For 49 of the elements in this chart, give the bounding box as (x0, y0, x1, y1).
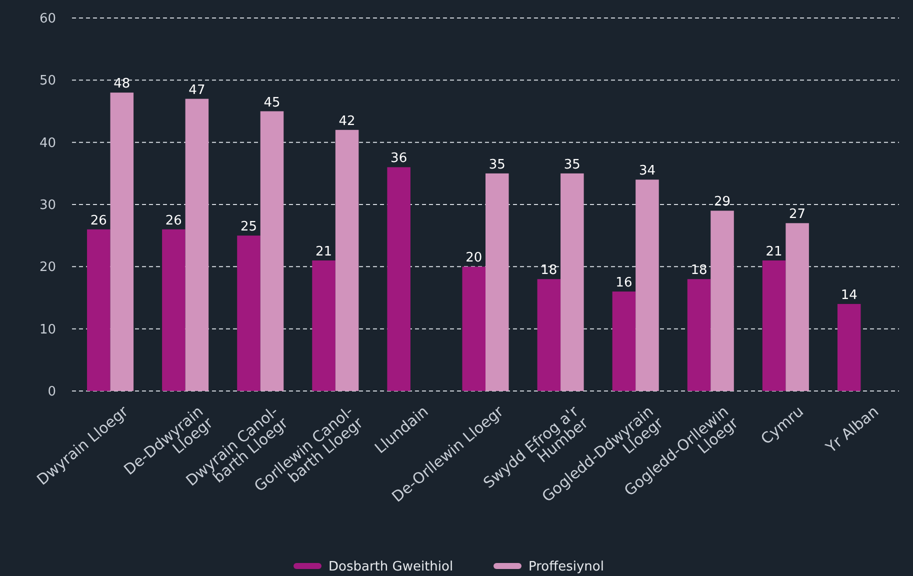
data-label: 26 (90, 213, 107, 228)
data-label: 16 (616, 276, 632, 291)
bar (612, 292, 636, 391)
data-label: 47 (188, 82, 206, 98)
data-label: 35 (564, 157, 580, 172)
data-label: 20 (466, 250, 482, 266)
data-label: 21 (316, 244, 332, 260)
data-label: 18 (540, 263, 558, 278)
bar (162, 229, 186, 391)
y-tick-label: 40 (39, 136, 56, 151)
bar (185, 98, 209, 391)
bar (837, 304, 861, 391)
data-label: 18 (690, 263, 708, 278)
data-label: 26 (165, 213, 182, 228)
bar (786, 223, 809, 391)
bar (335, 130, 359, 391)
data-label: 42 (338, 114, 356, 129)
y-tick-label: 0 (48, 384, 56, 400)
bar (560, 173, 584, 391)
bar (636, 180, 659, 391)
data-label: 48 (114, 76, 130, 92)
bar (312, 260, 336, 391)
data-label: 35 (488, 157, 506, 172)
y-tick-label: 50 (39, 74, 56, 89)
y-tick-label: 10 (39, 322, 56, 338)
bar (462, 266, 486, 391)
bar (237, 236, 260, 391)
bar (260, 111, 284, 391)
data-label: 36 (390, 151, 408, 166)
bar (710, 210, 734, 391)
bar (687, 279, 711, 391)
data-label: 45 (264, 95, 280, 110)
data-label: 27 (789, 207, 806, 222)
bar (110, 92, 134, 391)
bar (486, 173, 509, 391)
legend-label: Dosbarth Gweithiol (328, 560, 454, 575)
data-label: 25 (240, 220, 258, 235)
bar (387, 167, 410, 391)
bar (762, 260, 786, 391)
y-tick-label: 20 (39, 260, 56, 276)
y-tick-label: 60 (39, 12, 56, 27)
data-label: 34 (638, 164, 656, 179)
data-label: 29 (714, 194, 731, 210)
y-tick-label: 30 (39, 198, 56, 214)
bar (87, 229, 110, 391)
bar (537, 279, 561, 391)
legend-label: Proffesiynol (528, 560, 604, 575)
data-label: 14 (840, 288, 858, 303)
data-label: 21 (766, 244, 782, 260)
